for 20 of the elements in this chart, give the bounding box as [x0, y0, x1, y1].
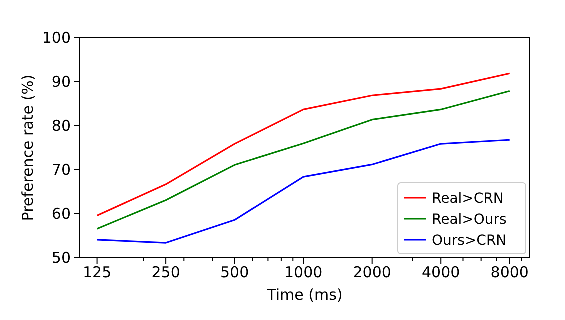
x-tick-label: 1000: [284, 264, 323, 282]
y-tick-label: 90: [52, 72, 71, 91]
y-tick-label: 60: [52, 204, 71, 223]
legend-label: Ours>CRN: [432, 233, 507, 249]
x-tick-label: 2000: [353, 264, 392, 282]
y-tick-label: 70: [52, 160, 71, 179]
y-tick-label: 100: [42, 28, 71, 47]
line-series: [96, 139, 511, 244]
x-tick-label: 500: [220, 264, 250, 282]
x-tick-label: 4000: [422, 264, 460, 282]
x-tick-label: 250: [152, 264, 180, 282]
x-tick-label: 8000: [490, 264, 529, 282]
y-tick-label: 50: [52, 248, 71, 267]
y-axis-title: Preference rate (%): [19, 74, 37, 222]
y-tick-label: 80: [52, 116, 71, 135]
x-axis-title: Time (ms): [266, 286, 343, 304]
legend-label: Real>CRN: [432, 191, 504, 207]
x-tick-label: 125: [82, 264, 112, 282]
line-series: [96, 90, 511, 230]
legend-label: Real>Ours: [432, 212, 507, 228]
